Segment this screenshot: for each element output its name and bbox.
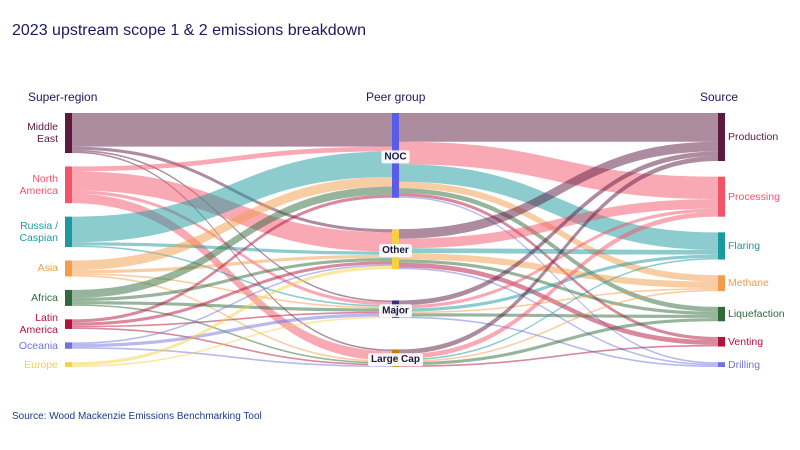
flow-link — [72, 273, 392, 309]
node-label-box: Large Cap — [368, 353, 423, 367]
flow-link — [399, 253, 718, 288]
flow-link — [72, 274, 392, 363]
node-label: North America — [19, 172, 58, 197]
node-label: Latin America — [19, 312, 58, 337]
node-label: Major — [382, 305, 409, 316]
flow-link — [72, 151, 392, 243]
node-label: Europe — [24, 358, 58, 371]
node — [65, 216, 72, 248]
node-label: Oceania — [18, 339, 58, 352]
flow-link — [72, 313, 392, 348]
flow-link — [72, 171, 392, 252]
node — [65, 362, 72, 367]
node-label: Venting — [728, 335, 764, 348]
flow-link — [72, 254, 392, 274]
label-background — [368, 353, 423, 367]
flow-link — [72, 261, 392, 326]
column-heading: Source — [700, 90, 739, 104]
node — [718, 336, 725, 347]
flow-link — [399, 288, 718, 314]
flow-link — [399, 196, 718, 364]
node-label: Drilling — [728, 358, 761, 371]
flow-link — [72, 257, 392, 302]
node — [718, 275, 725, 292]
flow-link — [399, 181, 718, 282]
flow-link — [399, 156, 718, 355]
node-label-box: Other — [379, 244, 412, 258]
flow-link — [399, 199, 718, 249]
node — [718, 176, 725, 217]
flow-link — [399, 151, 718, 306]
node-label: Large Cap — [371, 354, 420, 365]
flow-link — [399, 208, 718, 309]
node — [718, 113, 725, 161]
links — [72, 113, 718, 367]
node — [65, 289, 72, 306]
node-label-box: Major — [379, 304, 412, 318]
flow-link — [399, 262, 718, 345]
node-label: Africa — [31, 291, 58, 304]
node-label: Asia — [37, 262, 58, 275]
node-label: NOC — [384, 151, 406, 162]
flow-link — [72, 347, 392, 367]
flow-link — [399, 313, 718, 319]
flow-link — [399, 141, 718, 200]
node-label: Production — [728, 131, 779, 143]
label-background — [379, 304, 412, 318]
flow-link — [399, 344, 718, 367]
flow-link — [399, 257, 718, 361]
node-label: Methane — [728, 277, 769, 290]
flow-link — [72, 186, 392, 298]
chart-title: 2023 upstream scope 1 & 2 emissions brea… — [12, 22, 366, 39]
node-label: Middle East — [27, 121, 58, 145]
column-heading: Peer group — [366, 90, 426, 104]
flow-link — [399, 141, 718, 239]
node — [65, 260, 72, 277]
flow-link — [399, 318, 718, 366]
node-label: Other — [382, 245, 409, 256]
flow-link — [72, 193, 392, 361]
flow-link — [72, 304, 392, 364]
node-label: Liquefaction — [728, 308, 785, 321]
node-label: Processing — [728, 190, 780, 203]
node — [65, 319, 72, 329]
flow-link — [72, 146, 392, 172]
flow-link — [72, 265, 392, 366]
flow-link — [72, 242, 392, 255]
node-label: Flaring — [728, 239, 761, 252]
flow-link — [399, 248, 718, 255]
node — [718, 306, 725, 322]
flow-link — [72, 113, 392, 147]
node — [65, 113, 72, 153]
flow-link — [72, 301, 392, 312]
flow-link — [72, 177, 392, 271]
source-note: Source: Wood Mackenzie Emissions Benchma… — [12, 411, 262, 422]
flow-link — [72, 151, 392, 351]
node — [65, 166, 72, 204]
label-background — [381, 150, 410, 164]
column-heading: Super-region — [28, 90, 98, 104]
flow-link — [399, 113, 718, 142]
node-label-box: NOC — [381, 150, 410, 164]
node — [718, 232, 725, 260]
flow-link — [72, 245, 392, 307]
label-background — [379, 244, 412, 258]
flow-link — [72, 194, 392, 323]
flow-link — [72, 311, 392, 328]
flow-link — [399, 193, 718, 341]
flow-link — [399, 211, 718, 359]
flow-link — [72, 327, 392, 366]
flow-link — [72, 264, 392, 344]
flow-link — [72, 316, 392, 367]
node-label: Russia / Caspian — [19, 219, 58, 244]
node — [718, 362, 725, 367]
node — [65, 342, 72, 349]
flow-link — [399, 289, 718, 363]
